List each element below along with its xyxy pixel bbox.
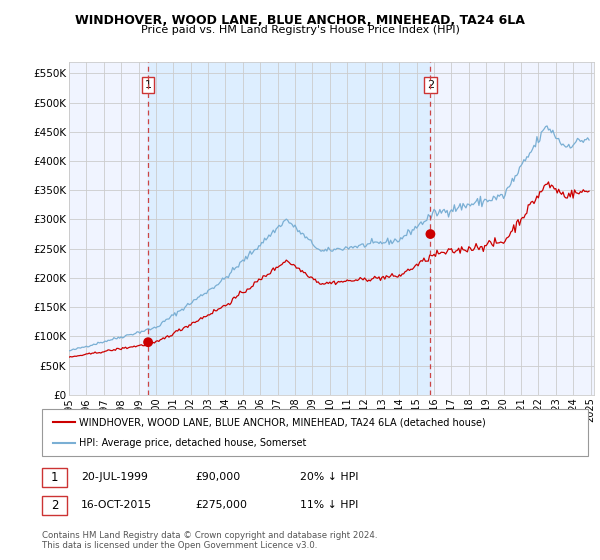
Text: WINDHOVER, WOOD LANE, BLUE ANCHOR, MINEHEAD, TA24 6LA (detached house): WINDHOVER, WOOD LANE, BLUE ANCHOR, MINEH… — [79, 417, 486, 427]
Text: HPI: Average price, detached house, Somerset: HPI: Average price, detached house, Some… — [79, 438, 307, 448]
Text: 20% ↓ HPI: 20% ↓ HPI — [300, 472, 359, 482]
Text: WINDHOVER, WOOD LANE, BLUE ANCHOR, MINEHEAD, TA24 6LA: WINDHOVER, WOOD LANE, BLUE ANCHOR, MINEH… — [75, 14, 525, 27]
Text: 16-OCT-2015: 16-OCT-2015 — [81, 500, 152, 510]
Text: Price paid vs. HM Land Registry's House Price Index (HPI): Price paid vs. HM Land Registry's House … — [140, 25, 460, 35]
Text: £90,000: £90,000 — [195, 472, 240, 482]
Text: 11% ↓ HPI: 11% ↓ HPI — [300, 500, 358, 510]
Bar — [148, 62, 430, 395]
Text: 1: 1 — [51, 470, 58, 484]
Text: £275,000: £275,000 — [195, 500, 247, 510]
Text: 2: 2 — [427, 80, 434, 90]
Text: 1: 1 — [145, 80, 152, 90]
Point — [143, 338, 153, 347]
Point — [425, 230, 435, 239]
Text: 2: 2 — [51, 498, 58, 512]
Text: Contains HM Land Registry data © Crown copyright and database right 2024.
This d: Contains HM Land Registry data © Crown c… — [42, 530, 377, 550]
Text: 20-JUL-1999: 20-JUL-1999 — [81, 472, 148, 482]
